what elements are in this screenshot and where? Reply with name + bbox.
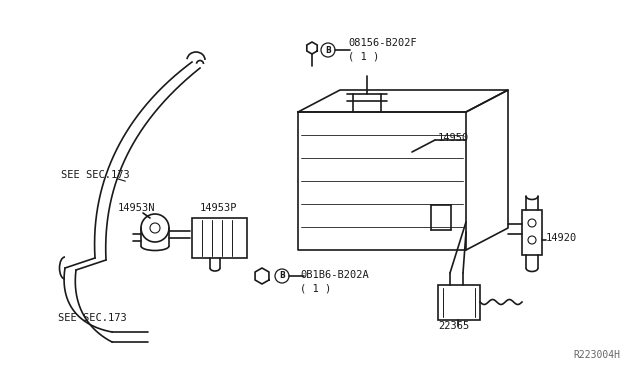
Text: 14920: 14920: [546, 233, 577, 243]
Text: 14953N: 14953N: [118, 203, 156, 213]
Bar: [192, 218, 247, 258]
Text: 08156-B202F
( 1 ): 08156-B202F ( 1 ): [348, 38, 417, 62]
Bar: [522, 210, 542, 255]
Text: 22365: 22365: [438, 321, 469, 331]
Text: B: B: [279, 272, 285, 280]
Bar: [438, 285, 480, 320]
Text: R223004H: R223004H: [573, 350, 620, 360]
Text: 14950: 14950: [438, 133, 469, 143]
Text: B: B: [325, 45, 331, 55]
Text: SEE SEC.173: SEE SEC.173: [61, 170, 129, 180]
Text: 14953P: 14953P: [200, 203, 237, 213]
Text: SEE SEC.173: SEE SEC.173: [58, 313, 126, 323]
Text: 0B1B6-B202A
( 1 ): 0B1B6-B202A ( 1 ): [300, 270, 369, 294]
